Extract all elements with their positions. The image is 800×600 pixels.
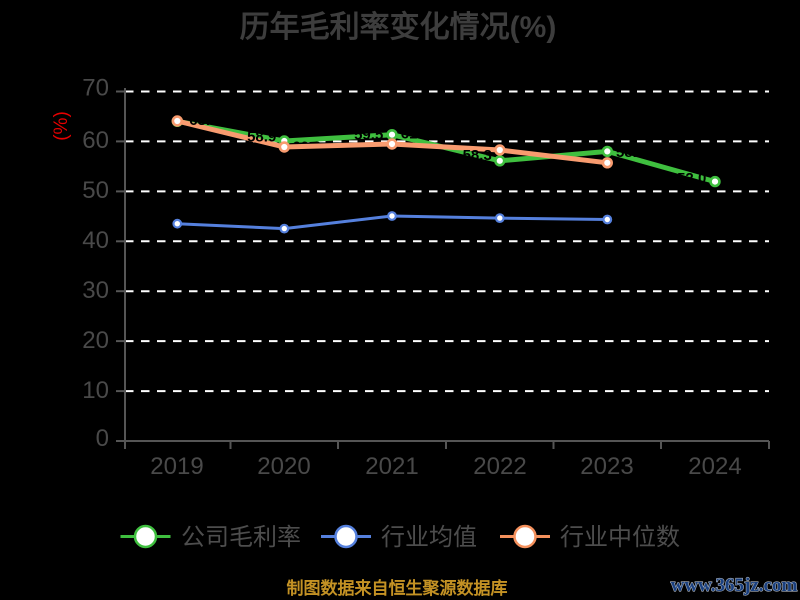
svg-text:行业中位数: 行业中位数	[560, 524, 680, 551]
svg-text:www.365jz.com: www.365jz.com	[671, 575, 798, 596]
svg-text:0: 0	[96, 425, 109, 452]
svg-text:2023: 2023	[580, 453, 633, 480]
svg-text:60: 60	[82, 127, 109, 154]
svg-text:2022: 2022	[473, 453, 526, 480]
svg-text:59.5: 59.5	[354, 127, 383, 144]
svg-text:70: 70	[82, 75, 109, 102]
svg-text:2024: 2024	[688, 453, 741, 480]
svg-text:40: 40	[82, 227, 109, 254]
svg-text:63.5: 63.5	[189, 112, 218, 129]
svg-text:61.3: 61.3	[401, 126, 430, 143]
svg-text:历年毛利率变化情况(%): 历年毛利率变化情况(%)	[240, 10, 557, 44]
svg-text:2020: 2020	[257, 453, 310, 480]
svg-text:58.0: 58.0	[616, 144, 645, 161]
svg-text:58.3: 58.3	[463, 147, 492, 164]
svg-text:52.0: 52.0	[677, 170, 706, 187]
svg-text:10: 10	[82, 377, 109, 404]
svg-text:58.9: 58.9	[247, 129, 276, 146]
svg-text:(%): (%)	[51, 111, 72, 141]
svg-text:公司毛利率: 公司毛利率	[181, 524, 301, 551]
svg-text:行业均值: 行业均值	[381, 524, 477, 551]
svg-text:2019: 2019	[150, 453, 203, 480]
svg-text:20: 20	[82, 327, 109, 354]
svg-text:制图数据来自恒生聚源数据库: 制图数据来自恒生聚源数据库	[287, 578, 508, 598]
svg-text:30: 30	[82, 277, 109, 304]
svg-text:50: 50	[82, 177, 109, 204]
svg-text:2021: 2021	[365, 453, 418, 480]
